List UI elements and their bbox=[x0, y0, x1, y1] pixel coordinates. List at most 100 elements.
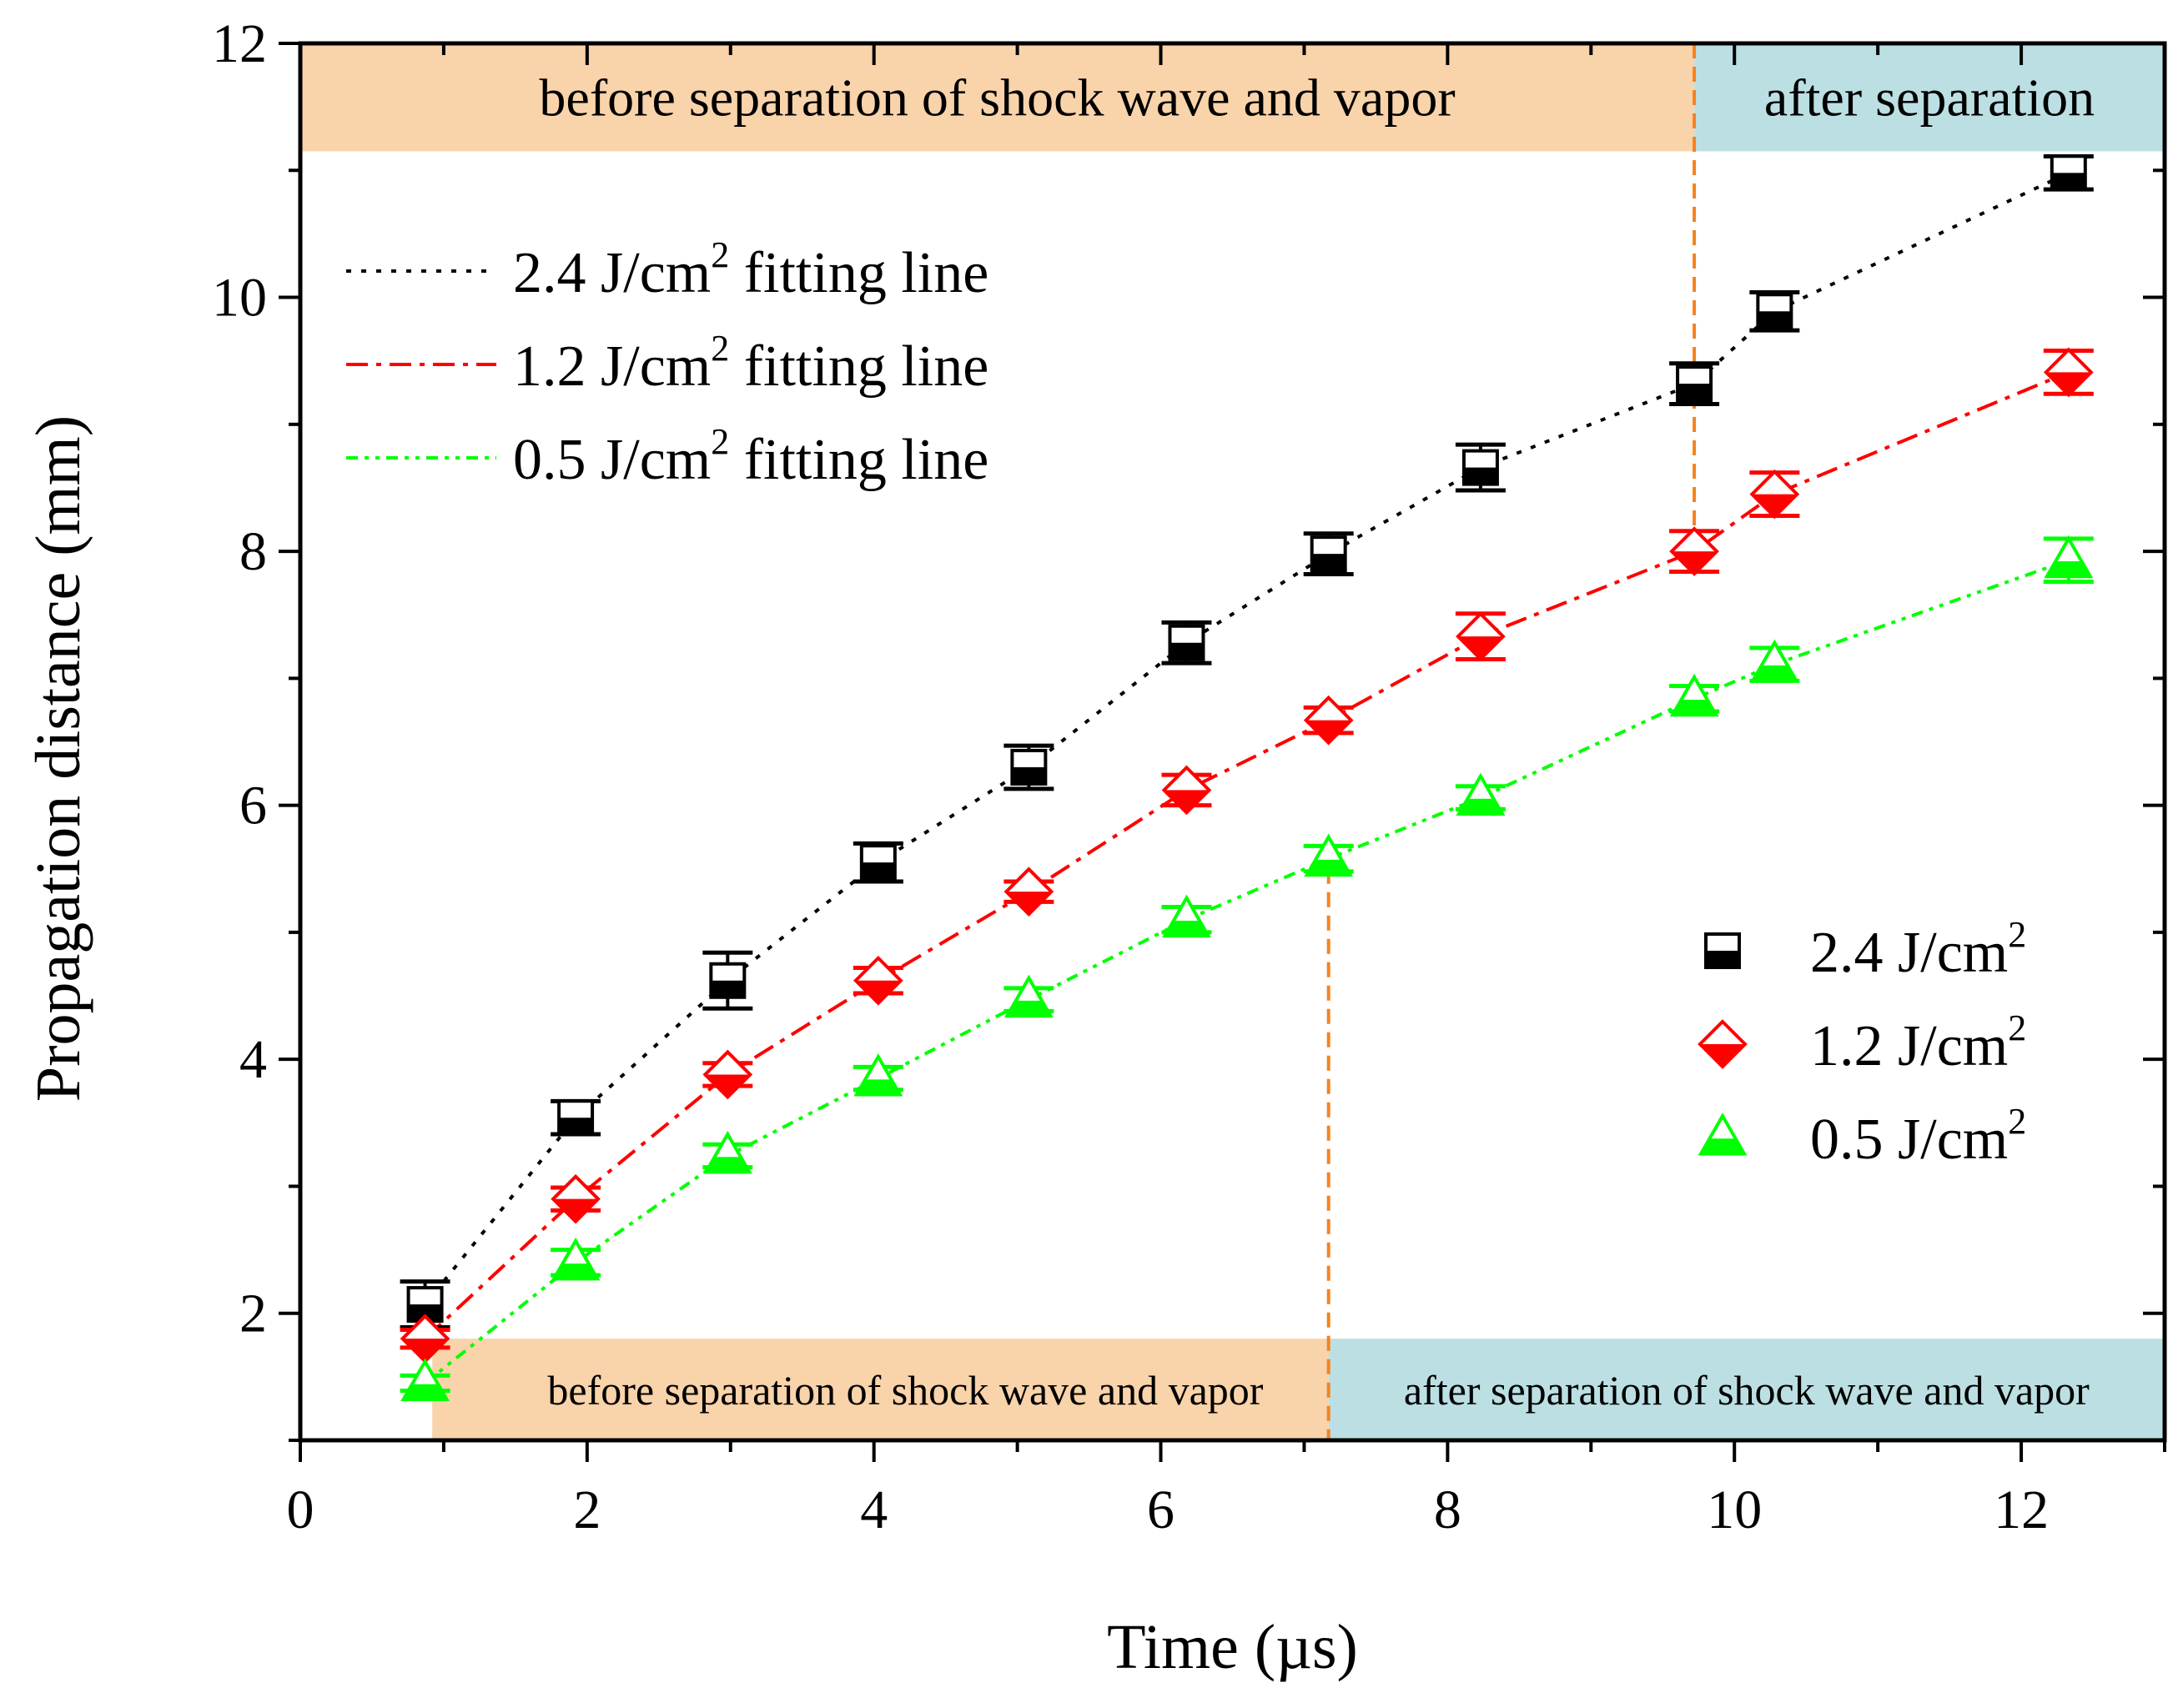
marker-triangle-5 bbox=[1162, 894, 1211, 938]
marker-diamond-8-fill bbox=[1672, 551, 1718, 575]
marker-square-6 bbox=[1310, 535, 1347, 573]
top-band-after-label: after separation bbox=[1764, 68, 2095, 128]
y-tick-label-6: 6 bbox=[239, 776, 267, 836]
bottom-band-after bbox=[1328, 1339, 2165, 1440]
marker-square-0-fill bbox=[408, 1304, 442, 1322]
top-band-after bbox=[1694, 43, 2165, 152]
marker-diamond-0-fill bbox=[402, 1339, 448, 1362]
x-tick-label-12: 12 bbox=[1994, 1479, 2049, 1540]
x-tick-label-2: 2 bbox=[573, 1479, 601, 1540]
marker-square-7 bbox=[1461, 449, 1499, 486]
marker-diamond-1 bbox=[551, 1173, 601, 1224]
marker-legend-symbol-triangle-fill bbox=[1701, 1138, 1744, 1154]
axes: 0 2 4 6 8 10 12 2 4 6 8 10 12 bbox=[212, 13, 2167, 1540]
marker-square-5 bbox=[1168, 624, 1205, 661]
marker-diamond-2-fill bbox=[705, 1074, 751, 1098]
marker-diamond-10 bbox=[2043, 347, 2094, 398]
marker-legend-symbol-diamond-fill bbox=[1700, 1044, 1745, 1067]
marker-diamond-8 bbox=[1669, 526, 1719, 576]
marker-square-1 bbox=[557, 1099, 595, 1137]
fit-legend-label-square: 2.4 J/cm2 fitting line bbox=[513, 234, 988, 305]
marker-diamond-7-fill bbox=[1457, 636, 1503, 660]
y-tick-label-12: 12 bbox=[212, 13, 267, 74]
marker-square-2 bbox=[709, 962, 747, 999]
marker-triangle-9 bbox=[1749, 639, 1799, 683]
marker-triangle-8 bbox=[1669, 673, 1719, 717]
x-tick-label-4: 4 bbox=[860, 1479, 888, 1540]
marker-square-10-fill bbox=[2051, 173, 2085, 190]
marker-diamond-4 bbox=[1003, 867, 1054, 917]
y-tick-label-2: 2 bbox=[239, 1284, 267, 1344]
y-tick-label-8: 8 bbox=[239, 521, 267, 582]
x-tick-label-10: 10 bbox=[1707, 1479, 1762, 1540]
marker-triangle-10-fill bbox=[2046, 561, 2090, 577]
fit-line-legend: 2.4 J/cm2 fitting line 1.2 J/cm2 fitting … bbox=[346, 234, 988, 492]
marker-triangle-2 bbox=[702, 1130, 752, 1174]
marker-triangle-9-fill bbox=[1753, 665, 1797, 681]
marker-square-5-fill bbox=[1169, 642, 1204, 660]
marker-square-8 bbox=[1676, 365, 1713, 403]
marker-legend-label-square: 2.4 J/cm2 bbox=[1810, 914, 2026, 985]
marker-diamond-10-fill bbox=[2045, 372, 2091, 395]
marker-square-9-fill bbox=[1758, 311, 1792, 329]
marker-triangle-6-fill bbox=[1306, 859, 1351, 876]
top-band-before bbox=[300, 43, 1695, 152]
marker-triangle-3 bbox=[853, 1052, 903, 1097]
marker-diamond-3-fill bbox=[855, 980, 901, 1003]
marker-diamond-9 bbox=[1749, 469, 1800, 520]
marker-square-8-fill bbox=[1677, 384, 1712, 401]
marker-triangle-7-fill bbox=[1458, 798, 1502, 814]
top-band-before-label: before separation of shock wave and vapo… bbox=[539, 68, 1455, 128]
marker-triangle-1 bbox=[551, 1237, 601, 1281]
marker-triangle-1-fill bbox=[554, 1263, 598, 1279]
x-axis-title: Time (µs) bbox=[1107, 1612, 1358, 1682]
marker-legend-label-triangle: 0.5 J/cm2 bbox=[1810, 1101, 2026, 1172]
y-tick-label-4: 4 bbox=[239, 1029, 267, 1090]
marker-triangle-2-fill bbox=[706, 1157, 750, 1173]
marker-triangle-5-fill bbox=[1164, 920, 1209, 937]
marker-legend: 2.4 J/cm2 1.2 J/cm2 0.5 J/cm2 bbox=[1698, 914, 2026, 1172]
marker-diamond-4-fill bbox=[1006, 892, 1052, 915]
marker-diamond-9-fill bbox=[1752, 494, 1798, 517]
marker-triangle-0 bbox=[400, 1358, 450, 1401]
marker-square-6-fill bbox=[1311, 554, 1346, 571]
marker-legend-label-diamond: 1.2 J/cm2 bbox=[1810, 1007, 2026, 1078]
marker-diamond-7 bbox=[1456, 611, 1506, 661]
marker-diamond-1-fill bbox=[553, 1198, 599, 1222]
marker-square-3 bbox=[859, 844, 897, 882]
marker-square-3-fill bbox=[861, 862, 895, 880]
marker-square-2-fill bbox=[711, 980, 745, 997]
marker-square-4-fill bbox=[1012, 766, 1046, 784]
marker-square-4 bbox=[1010, 748, 1048, 786]
fit-legend-label-diamond: 1.2 J/cm2 fitting line bbox=[513, 328, 988, 399]
marker-triangle-4 bbox=[1003, 974, 1054, 1018]
bottom-band-after-label: after separation of shock wave and vapor bbox=[1404, 1367, 2090, 1414]
marker-square-1-fill bbox=[559, 1118, 593, 1135]
marker-legend-symbol-square bbox=[1704, 932, 1741, 969]
marker-triangle-3-fill bbox=[856, 1079, 900, 1095]
x-tick-label-6: 6 bbox=[1147, 1479, 1174, 1540]
fit-legend-label-triangle: 0.5 J/cm2 fitting line bbox=[513, 421, 988, 492]
marker-triangle-10 bbox=[2044, 535, 2094, 579]
marker-triangle-8-fill bbox=[1672, 700, 1717, 716]
bottom-band-before-label: before separation of shock wave and vapo… bbox=[547, 1367, 1263, 1414]
marker-legend-symbol-diamond bbox=[1698, 1019, 1748, 1069]
marker-triangle-6 bbox=[1304, 833, 1354, 877]
marker-legend-symbol-square-fill bbox=[1706, 951, 1739, 967]
marker-diamond-5 bbox=[1161, 765, 1212, 816]
y-axis-title: Propagation distance (mm) bbox=[23, 415, 93, 1102]
marker-triangle-7 bbox=[1456, 772, 1506, 816]
marker-square-7-fill bbox=[1463, 467, 1497, 485]
y-tick-label-10: 10 bbox=[212, 268, 267, 329]
marker-square-10 bbox=[2050, 154, 2087, 192]
fit-line-square bbox=[424, 171, 2070, 1306]
marker-legend-symbol-triangle bbox=[1698, 1112, 1748, 1156]
bottom-band-before bbox=[432, 1339, 1329, 1440]
background-bands bbox=[300, 43, 2165, 1440]
marker-diamond-6 bbox=[1303, 695, 1354, 746]
markers bbox=[400, 154, 2094, 1401]
marker-diamond-2 bbox=[702, 1049, 753, 1100]
x-tick-label-8: 8 bbox=[1434, 1479, 1461, 1540]
marker-square-9 bbox=[1756, 293, 1793, 330]
